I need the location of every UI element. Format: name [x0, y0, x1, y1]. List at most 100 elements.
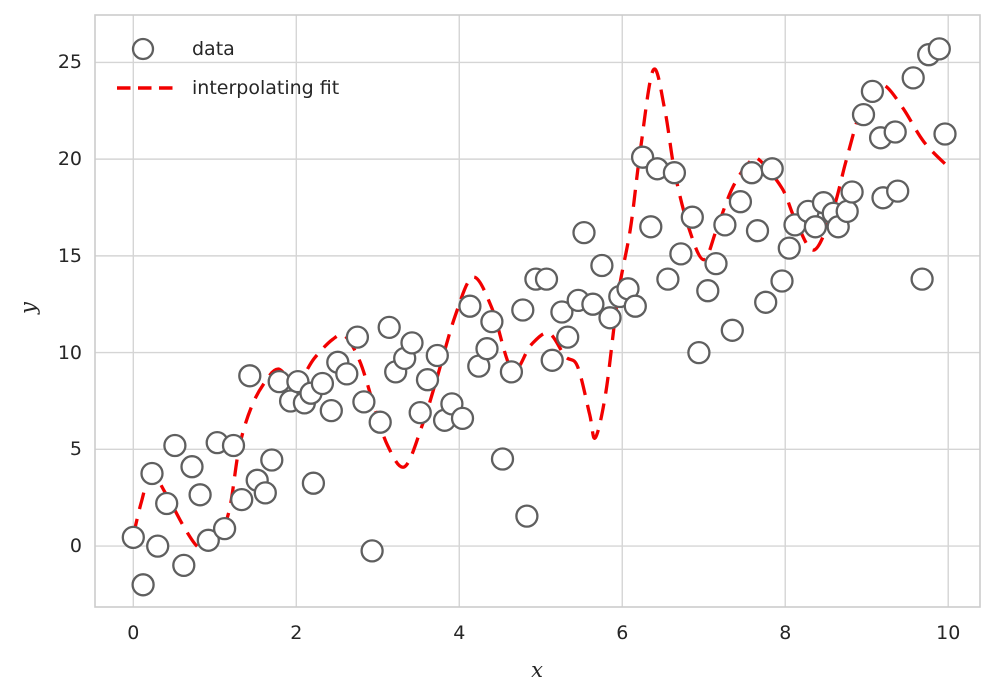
- scatter-point: [534, 267, 559, 291]
- scatter-point: [408, 400, 432, 425]
- scatter-point: [253, 481, 277, 505]
- scatter-point: [803, 215, 828, 239]
- x-tick-label: 2: [290, 622, 303, 644]
- scatter-point: [515, 504, 539, 528]
- scatter-point: [886, 179, 910, 203]
- fit-curve: [131, 67, 950, 552]
- scatter-point: [745, 219, 770, 243]
- scatter-point: [851, 102, 876, 127]
- scatter-point: [212, 516, 237, 541]
- scatter-point: [662, 161, 687, 185]
- scatter-point: [352, 390, 376, 414]
- x-tick-label: 4: [453, 622, 466, 644]
- y-tick-label: 0: [69, 535, 82, 558]
- scatter-point: [556, 325, 580, 349]
- scatter-point: [180, 455, 204, 479]
- scatter-point: [415, 368, 440, 392]
- scatter-point: [639, 215, 663, 239]
- y-tick-label: 10: [57, 341, 82, 364]
- legend: data interpolating fit: [116, 33, 339, 104]
- scatter-point: [172, 553, 196, 578]
- scatter-point: [704, 251, 728, 276]
- scatter-point: [310, 371, 335, 396]
- scatter-point: [146, 534, 170, 558]
- scatter-point: [590, 253, 614, 278]
- scatter-point: [475, 337, 499, 361]
- scatter-point: [377, 315, 401, 340]
- scatter-point: [260, 448, 284, 472]
- y-tick-label: 25: [57, 51, 82, 74]
- scatter-point: [933, 122, 957, 146]
- y-tick-label: 5: [69, 438, 82, 461]
- legend-item-fit: interpolating fit: [116, 72, 339, 104]
- scatter-point: [368, 410, 392, 434]
- scatter-point: [360, 539, 384, 563]
- scatter-point: [656, 267, 680, 291]
- scatter-point: [480, 309, 504, 334]
- scatter-point: [720, 318, 744, 342]
- scatter-point: [196, 528, 220, 552]
- scatter-point: [425, 343, 449, 368]
- scatter-point: [301, 471, 326, 495]
- x-tick-label: 8: [779, 622, 792, 644]
- plot-border: [94, 14, 981, 608]
- scatter-point: [840, 180, 864, 204]
- scatter-point: [713, 213, 737, 237]
- scatter-point: [163, 433, 187, 458]
- scatter-point: [572, 220, 596, 245]
- scatter-point: [777, 236, 801, 260]
- y-tick-label: 15: [57, 244, 82, 267]
- scatter-point: [728, 190, 753, 214]
- x-tick-label: 10: [936, 622, 961, 644]
- x-tick-label: 0: [127, 622, 140, 644]
- scatter-point: [345, 325, 370, 349]
- scatter-point: [221, 433, 246, 458]
- grid-lines: [95, 15, 980, 607]
- scatter-point: [450, 406, 475, 431]
- legend-label-data: data: [192, 38, 235, 60]
- scatter-point: [458, 294, 482, 318]
- y-tick-label: 20: [57, 148, 82, 171]
- scatter-point: [754, 290, 778, 314]
- scatter-point: [490, 447, 515, 471]
- scatter-point: [319, 398, 343, 423]
- scatter-point: [188, 483, 212, 507]
- scatter-point: [680, 205, 704, 229]
- scatter-point: [770, 269, 794, 293]
- scatter-point: [835, 199, 859, 224]
- legend-label-fit: interpolating fit: [192, 77, 340, 99]
- scatter-point: [760, 157, 784, 181]
- scatter-point: [927, 37, 951, 61]
- x-tick-label: 6: [616, 622, 629, 644]
- scatter-point: [550, 300, 574, 324]
- scatter-point: [860, 79, 885, 104]
- x-axis-label: x: [531, 658, 543, 682]
- scatter-series: [121, 37, 957, 597]
- data-marker-icon: [131, 37, 155, 61]
- scatter-point: [696, 279, 720, 303]
- scatter-point: [131, 573, 155, 597]
- scatter-point: [511, 298, 535, 322]
- scatter-point: [540, 348, 564, 372]
- scatter-point: [155, 491, 179, 516]
- scatter-point: [883, 120, 907, 144]
- scatter-point: [335, 362, 359, 386]
- scatter-point: [623, 294, 647, 318]
- scatter-point: [140, 461, 164, 486]
- scatter-point: [687, 340, 711, 365]
- scatter-point: [121, 525, 145, 550]
- scatter-point: [910, 267, 934, 291]
- fit-line-icon: [117, 86, 175, 90]
- scatter-point: [598, 306, 622, 330]
- scatter-point: [230, 487, 254, 512]
- scatter-point: [499, 360, 524, 384]
- y-axis-label: y: [16, 302, 40, 314]
- scatter-point: [581, 292, 605, 316]
- scatter-point: [901, 66, 925, 90]
- legend-item-data: data: [116, 33, 339, 65]
- scatter-point: [400, 331, 424, 355]
- scatter-point: [740, 161, 764, 185]
- scatter-point: [669, 242, 693, 266]
